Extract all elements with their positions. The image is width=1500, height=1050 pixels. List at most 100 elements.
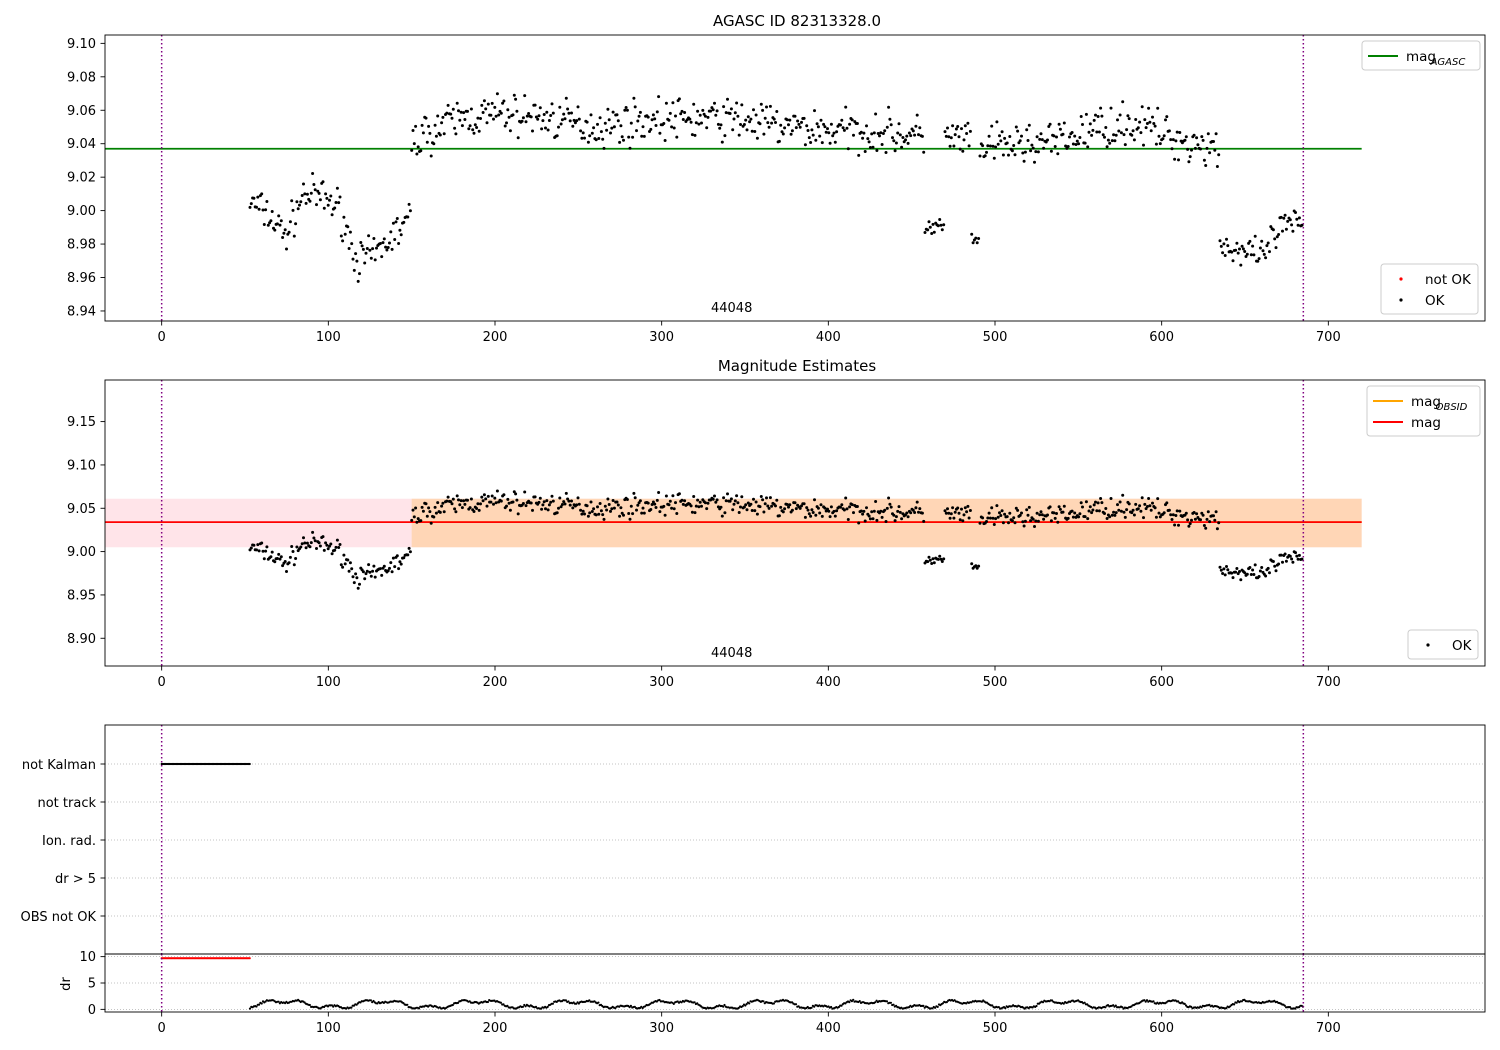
data-point	[1277, 562, 1281, 566]
legend-swatch-dot	[1399, 277, 1403, 281]
data-point	[1138, 504, 1142, 508]
data-point	[1238, 570, 1241, 573]
data-point	[1091, 508, 1095, 512]
data-point	[888, 117, 892, 121]
data-point	[1079, 115, 1083, 118]
data-point	[768, 496, 772, 500]
data-point	[1201, 513, 1205, 517]
data-point	[1161, 137, 1165, 141]
data-point	[951, 506, 955, 510]
data-point	[1046, 513, 1049, 517]
data-point	[460, 124, 464, 128]
data-point	[1175, 509, 1179, 513]
dr-point	[1283, 1004, 1286, 1007]
data-point	[1167, 508, 1171, 512]
data-point	[398, 228, 402, 232]
data-point	[1253, 234, 1257, 238]
data-point	[878, 134, 881, 138]
data-point	[714, 500, 718, 504]
data-point	[720, 140, 724, 144]
dr-point	[521, 1005, 525, 1008]
data-point	[1187, 524, 1191, 528]
data-point	[283, 228, 287, 232]
data-point	[1243, 250, 1247, 253]
data-point	[1070, 131, 1074, 134]
data-point	[872, 131, 876, 135]
plot-area	[105, 380, 1362, 666]
data-point	[562, 112, 566, 116]
data-point	[1058, 507, 1062, 511]
data-point	[1218, 565, 1222, 569]
data-point	[490, 494, 494, 498]
data-point	[269, 219, 273, 223]
dr-point	[506, 1004, 509, 1008]
data-point	[1039, 132, 1043, 136]
data-point	[619, 124, 623, 128]
data-point	[893, 149, 897, 153]
data-point	[508, 508, 512, 512]
data-point	[484, 107, 488, 111]
data-point	[690, 133, 694, 137]
dr-point	[722, 1005, 725, 1008]
data-point	[1297, 553, 1301, 557]
data-point	[906, 515, 910, 519]
data-point	[802, 116, 806, 120]
data-point	[900, 145, 904, 149]
data-point	[609, 509, 612, 513]
data-point	[862, 509, 866, 513]
data-point	[501, 101, 505, 105]
data-point	[1226, 568, 1230, 572]
data-point	[1036, 519, 1040, 523]
data-point	[680, 498, 684, 502]
data-point	[346, 558, 350, 562]
data-point	[1134, 118, 1138, 121]
data-point	[952, 516, 956, 520]
data-point	[294, 557, 298, 560]
data-point	[1145, 505, 1149, 508]
data-point	[1283, 552, 1287, 556]
data-point	[262, 557, 266, 561]
data-point	[322, 548, 326, 552]
dr-point	[350, 1006, 353, 1009]
data-point	[406, 215, 410, 219]
data-point	[472, 510, 476, 513]
data-point	[597, 512, 601, 516]
dr-point	[1184, 1004, 1188, 1007]
data-point	[897, 505, 901, 509]
data-point	[1048, 122, 1052, 126]
data-point	[473, 123, 477, 127]
data-point	[1097, 130, 1101, 134]
dr-point	[813, 1005, 816, 1008]
data-point	[475, 507, 479, 510]
data-point	[372, 564, 376, 568]
data-point	[688, 117, 692, 121]
data-point	[958, 147, 962, 151]
dr-point	[744, 1004, 747, 1007]
data-point	[928, 225, 932, 229]
data-point	[780, 130, 784, 134]
data-point	[1088, 505, 1092, 509]
data-point	[460, 506, 464, 510]
data-point	[391, 221, 395, 225]
data-point	[382, 237, 386, 241]
dr-point	[614, 1007, 617, 1010]
data-point	[1117, 508, 1121, 512]
data-point	[762, 132, 766, 136]
data-point	[1116, 503, 1119, 507]
data-point	[341, 565, 345, 569]
data-point	[427, 506, 431, 510]
data-point	[388, 241, 391, 245]
data-point	[302, 536, 305, 540]
data-point	[943, 130, 947, 134]
data-point	[295, 545, 299, 549]
data-point	[1016, 508, 1020, 512]
data-point	[706, 501, 710, 505]
data-point	[811, 511, 815, 514]
data-point	[816, 125, 820, 129]
data-point	[459, 110, 463, 114]
data-point	[506, 108, 510, 112]
data-point	[1222, 567, 1226, 571]
data-point	[879, 131, 883, 135]
data-point	[758, 505, 762, 509]
data-point	[1064, 144, 1068, 148]
